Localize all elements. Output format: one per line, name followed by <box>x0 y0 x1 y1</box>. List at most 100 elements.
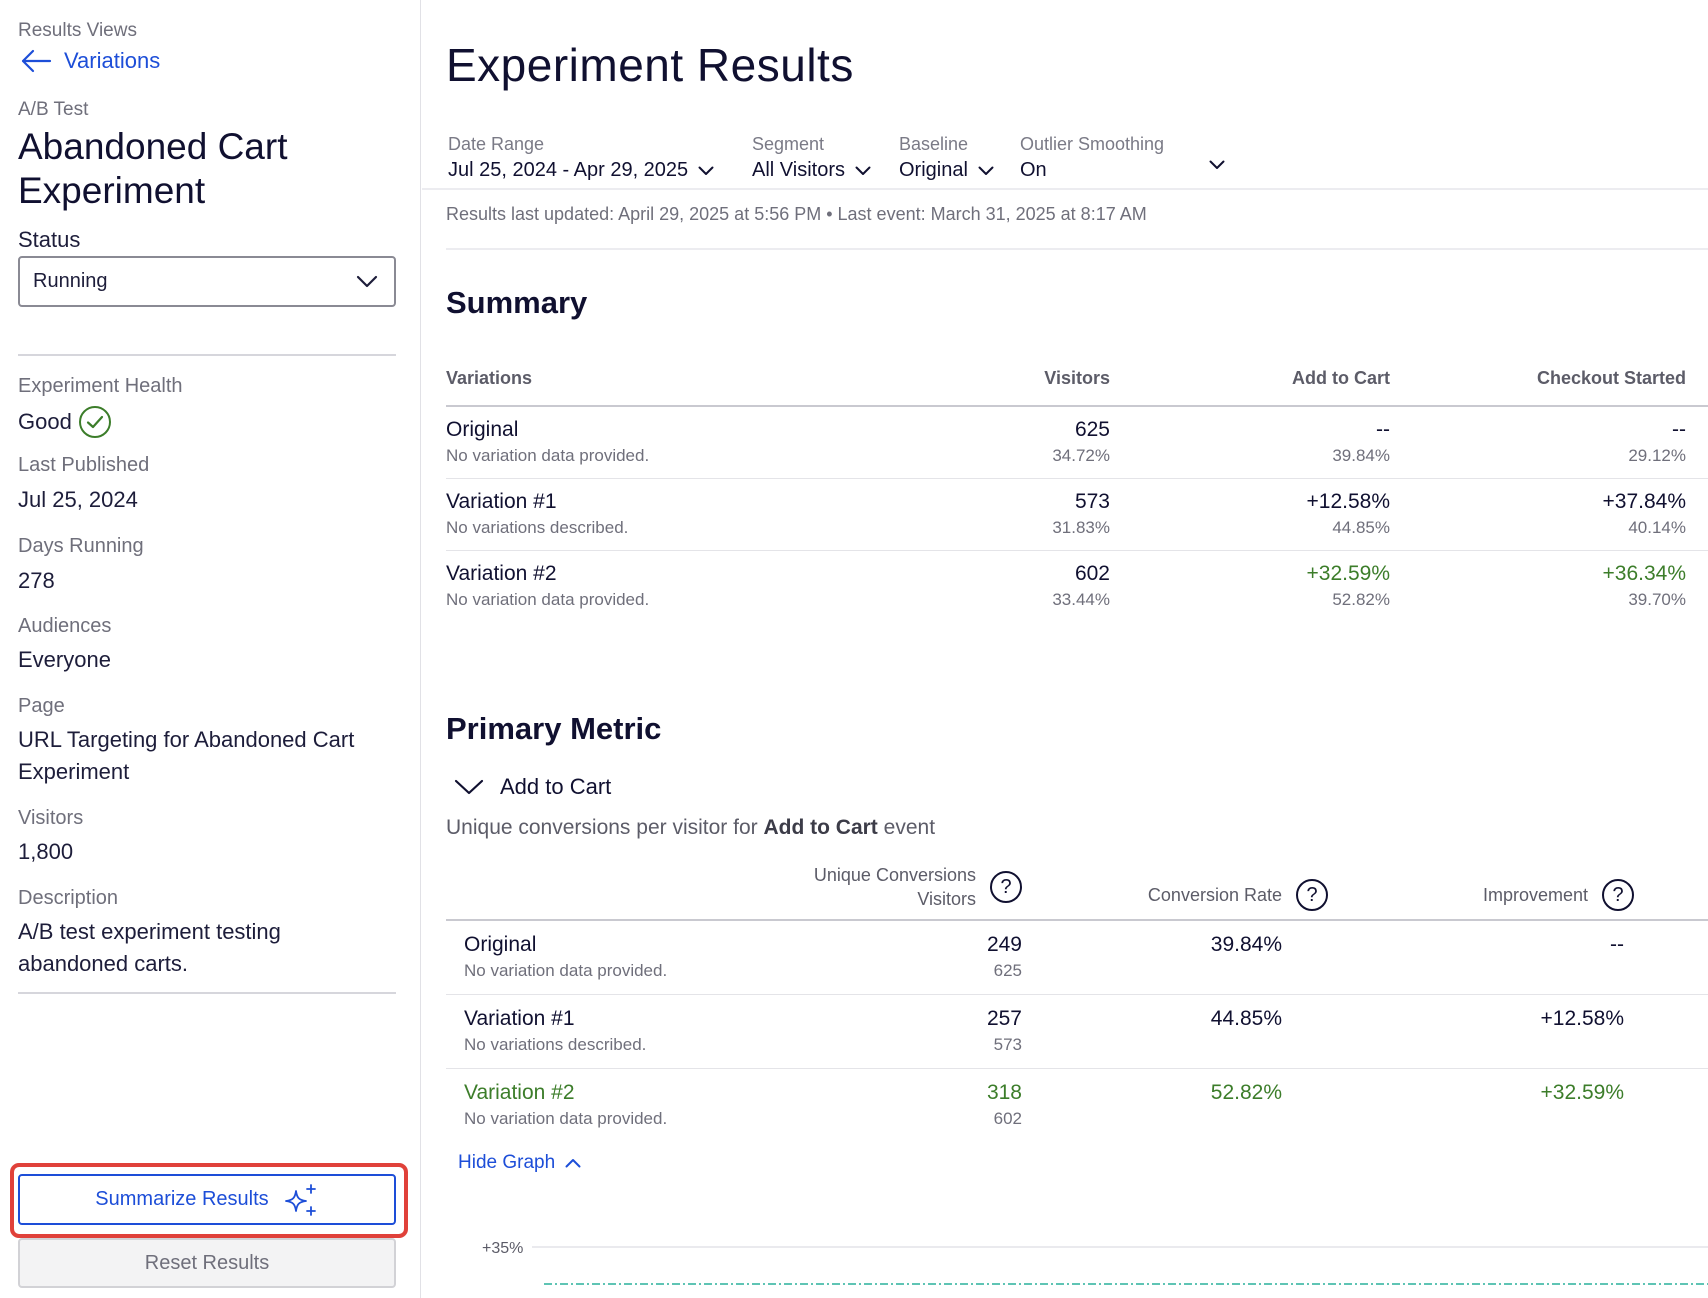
outlier-smoothing-label: Outlier Smoothing <box>1020 134 1165 154</box>
outlier-smoothing-filter[interactable]: Outlier Smoothing On <box>1020 134 1225 182</box>
variation-cell: Original No variation data provided. <box>446 920 806 995</box>
improvement-value: +12.58% <box>1540 1006 1625 1030</box>
chevron-down-icon <box>356 275 378 287</box>
summary-header-row: Variations Visitors Add to Cart Checkout… <box>446 352 1708 407</box>
primary-metric-title: Primary Metric <box>446 711 662 746</box>
help-icon[interactable]: ? <box>1602 879 1634 911</box>
health-status-text: Good <box>18 409 72 434</box>
rate-value: 44.85% <box>1332 518 1390 537</box>
hide-graph-toggle[interactable]: Hide Graph <box>458 1152 581 1174</box>
rate-header: Conversion Rate ? <box>1148 879 1328 911</box>
conversions-count: 249 <box>986 933 1022 956</box>
audiences-label: Audiences <box>18 615 112 637</box>
table-row: Variation #1 No variations described. 573… <box>446 478 1708 551</box>
variation-name: Variation #1 <box>446 490 557 513</box>
experiment-health-value: Good <box>18 405 388 439</box>
chevron-down-icon <box>978 166 994 175</box>
rate-value: 40.14% <box>1628 518 1686 537</box>
last-updated-text: Results last updated: April 29, 2025 at … <box>446 204 1147 224</box>
rate-value: 39.84% <box>1332 446 1390 466</box>
metric-description: Unique conversions per visitor for Add t… <box>446 816 935 840</box>
rate-cell: 52.82% <box>1022 1068 1328 1142</box>
variation-desc: No variations described. <box>446 518 629 537</box>
sidebar: Results Views Variations A/B Test Abando… <box>0 0 421 1298</box>
col-improvement: Improvement ? <box>1328 862 1634 921</box>
description-label: Description <box>18 887 119 909</box>
visitors-cell: 573 31.83% <box>886 478 1132 551</box>
rate-header-text: Conversion Rate <box>1147 884 1282 905</box>
col-visitors: Visitors <box>886 352 1132 407</box>
visitors-pct: 33.44% <box>1052 590 1110 610</box>
summary-title: Summary <box>446 285 588 320</box>
improvement-cell: +12.58% <box>1328 994 1634 1069</box>
improvement-value: +36.34% <box>1602 562 1687 586</box>
summarize-results-button[interactable]: Summarize Results <box>18 1174 396 1225</box>
status-select[interactable]: Running <box>18 256 396 307</box>
conversion-rate: 39.84% <box>1210 933 1282 956</box>
checkout-started-cell: -- 29.12% <box>1412 406 1708 479</box>
improvement-header-text: Improvement <box>1482 884 1588 905</box>
status-label: Status <box>18 227 81 252</box>
reset-results-button[interactable]: Reset Results <box>18 1238 396 1288</box>
help-icon[interactable]: ? <box>990 871 1022 903</box>
date-range-label: Date Range <box>448 134 545 154</box>
checkout-started-cell: +36.34% 39.70% <box>1412 550 1708 622</box>
variation-desc: No variation data provided. <box>464 1108 668 1128</box>
uc-header-line2: Visitors <box>917 889 976 909</box>
spacer-cell <box>1634 1068 1708 1142</box>
check-circle-icon <box>78 406 111 438</box>
variation-name: Variation #1 <box>464 1006 575 1030</box>
conversions-count: 318 <box>986 1080 1022 1104</box>
table-row: Variation #2 No variation data provided. … <box>446 1068 1708 1142</box>
date-range-filter[interactable]: Date Range Jul 25, 2024 - Apr 29, 2025 <box>448 134 714 182</box>
spacer-cell <box>1634 920 1708 995</box>
table-row: Variation #2 No variation data provided. … <box>446 550 1708 622</box>
experiment-type: A/B Test <box>18 99 89 120</box>
days-running-value: 278 <box>18 568 55 593</box>
date-range-value-row: Jul 25, 2024 - Apr 29, 2025 <box>448 159 714 182</box>
page-title: Experiment Results <box>446 39 854 91</box>
help-icon[interactable]: ? <box>1296 879 1328 911</box>
page-label: Page <box>18 695 65 717</box>
audiences-value: Everyone <box>18 647 111 672</box>
conversion-rate: 52.82% <box>1210 1080 1282 1104</box>
segment-filter[interactable]: Segment All Visitors <box>752 134 871 182</box>
variation-cell: Variation #1 No variations described. <box>446 994 806 1069</box>
summarize-highlight <box>10 1163 408 1238</box>
visitors-label: Visitors <box>18 807 84 829</box>
conversion-rate: 44.85% <box>1210 1006 1282 1030</box>
rate-value: 52.82% <box>1332 590 1390 610</box>
divider <box>18 354 396 356</box>
variation-cell: Variation #2 No variation data provided. <box>446 1068 806 1142</box>
rate-value: 29.12% <box>1628 446 1686 466</box>
arrow-left-icon <box>21 49 52 73</box>
experiment-health-label: Experiment Health <box>18 375 183 397</box>
table-row: Original No variation data provided. 249 6… <box>446 920 1708 995</box>
checkout-started-cell: +37.84% 40.14% <box>1412 478 1708 551</box>
col-variation <box>446 862 806 921</box>
visitors-count: 625 <box>993 961 1022 980</box>
metric-desc-suffix: event <box>883 816 936 839</box>
outlier-smoothing-value-row: On <box>1020 159 1225 182</box>
last-published-label: Last Published <box>18 454 150 476</box>
visitors-count: 625 <box>1074 418 1110 442</box>
conversions-cell: 318 602 <box>806 1068 1022 1142</box>
segment-label: Segment <box>752 134 825 154</box>
chevron-down-icon <box>454 779 484 795</box>
back-to-variations-link[interactable]: Variations <box>20 48 160 74</box>
improvement-value: +32.59% <box>1540 1080 1625 1104</box>
divider <box>18 992 396 994</box>
improvement-graph: +35% <box>482 1240 1708 1285</box>
hide-graph-label: Hide Graph <box>458 1152 556 1173</box>
experiment-title: Abandoned Cart Experiment <box>18 126 288 211</box>
improvement-value: +37.84% <box>1602 490 1687 513</box>
baseline-filter[interactable]: Baseline Original <box>899 134 994 182</box>
visitors-cell: 625 34.72% <box>886 406 1132 479</box>
visitors-count: 602 <box>1074 562 1110 586</box>
metric-collapse-toggle[interactable]: Add to Cart <box>454 774 611 800</box>
baseline-label: Baseline <box>899 134 969 154</box>
uc-header-line1: Unique Conversions <box>813 865 976 885</box>
filter-bar: Date Range Jul 25, 2024 - Apr 29, 2025 S… <box>422 128 1708 190</box>
improvement-cell: +32.59% <box>1328 1068 1634 1142</box>
variation-desc: No variation data provided. <box>446 590 650 610</box>
